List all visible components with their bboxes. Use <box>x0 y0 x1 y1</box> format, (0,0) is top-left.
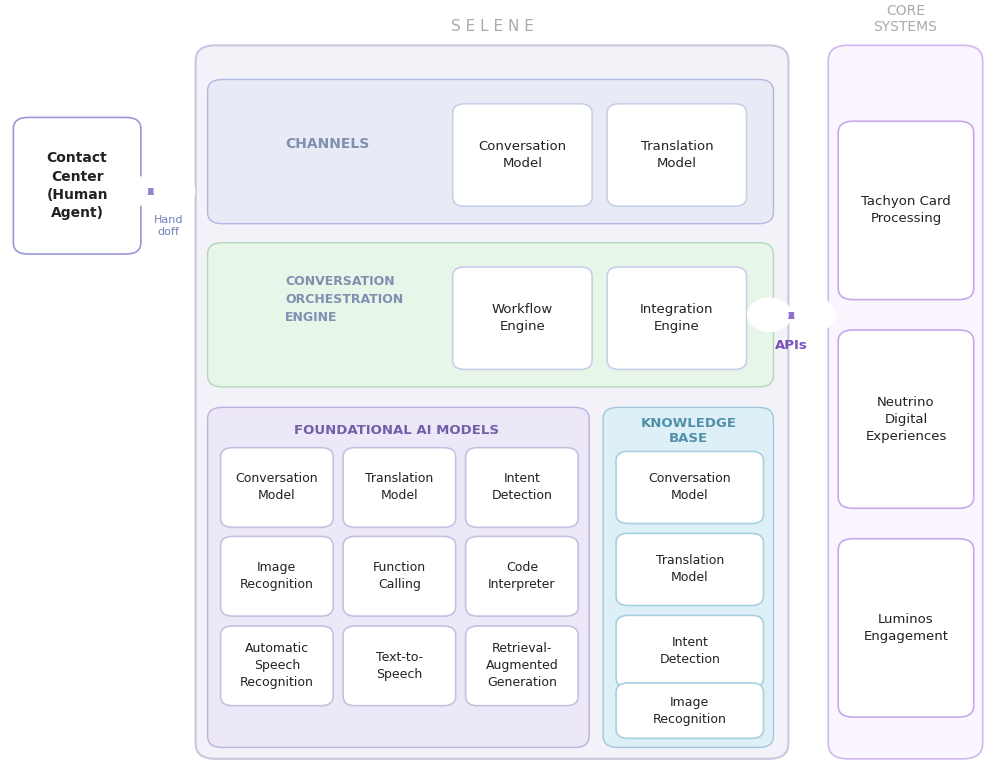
FancyBboxPatch shape <box>196 45 788 759</box>
FancyBboxPatch shape <box>466 448 578 527</box>
Text: Image
Recognition: Image Recognition <box>240 561 314 591</box>
FancyBboxPatch shape <box>616 683 763 738</box>
FancyBboxPatch shape <box>838 330 974 508</box>
Text: Hand
doff: Hand doff <box>154 215 184 237</box>
FancyBboxPatch shape <box>607 104 746 206</box>
Circle shape <box>154 177 192 205</box>
Text: Function
Calling: Function Calling <box>373 561 426 591</box>
FancyBboxPatch shape <box>208 243 773 387</box>
Text: Contact
Center
(Human
Agent): Contact Center (Human Agent) <box>46 151 108 220</box>
Text: Image
Recognition: Image Recognition <box>652 695 726 726</box>
Text: Workflow
Engine: Workflow Engine <box>492 303 553 334</box>
Text: Intent
Detection: Intent Detection <box>659 637 720 666</box>
FancyBboxPatch shape <box>453 104 592 206</box>
Circle shape <box>751 301 788 329</box>
FancyBboxPatch shape <box>221 448 333 527</box>
Text: CONVERSATION
ORCHESTRATION
ENGINE: CONVERSATION ORCHESTRATION ENGINE <box>286 275 404 324</box>
Text: Luminos
Engagement: Luminos Engagement <box>863 613 948 643</box>
FancyBboxPatch shape <box>607 267 746 370</box>
Text: Automatic
Speech
Recognition: Automatic Speech Recognition <box>240 642 314 689</box>
Text: S E L E N E: S E L E N E <box>451 19 533 34</box>
FancyBboxPatch shape <box>466 626 578 705</box>
Circle shape <box>791 298 835 331</box>
FancyBboxPatch shape <box>208 407 589 748</box>
Text: Translation
Model: Translation Model <box>655 554 724 584</box>
FancyBboxPatch shape <box>838 121 974 300</box>
FancyBboxPatch shape <box>208 80 773 224</box>
Text: Retrieval-
Augmented
Generation: Retrieval- Augmented Generation <box>486 642 558 689</box>
Text: Code
Interpreter: Code Interpreter <box>489 561 555 591</box>
Text: APIs: APIs <box>775 339 808 352</box>
Text: FOUNDATIONAL AI MODELS: FOUNDATIONAL AI MODELS <box>295 424 500 438</box>
FancyBboxPatch shape <box>616 615 763 687</box>
FancyBboxPatch shape <box>343 448 456 527</box>
FancyBboxPatch shape <box>221 536 333 616</box>
Text: Tachyon Card
Processing: Tachyon Card Processing <box>861 196 951 226</box>
Text: Conversation
Model: Conversation Model <box>236 472 318 503</box>
FancyBboxPatch shape <box>616 533 763 605</box>
FancyBboxPatch shape <box>221 626 333 705</box>
Text: KNOWLEDGE
BASE: KNOWLEDGE BASE <box>640 417 737 445</box>
FancyBboxPatch shape <box>13 117 141 254</box>
FancyBboxPatch shape <box>466 536 578 616</box>
Circle shape <box>110 177 148 205</box>
Circle shape <box>107 175 151 207</box>
Circle shape <box>151 175 195 207</box>
FancyBboxPatch shape <box>838 539 974 717</box>
Text: Intent
Detection: Intent Detection <box>492 472 552 503</box>
Circle shape <box>794 301 832 329</box>
FancyBboxPatch shape <box>603 407 773 748</box>
FancyBboxPatch shape <box>453 267 592 370</box>
Text: Conversation
Model: Conversation Model <box>648 472 731 503</box>
Text: Integration
Engine: Integration Engine <box>640 303 713 334</box>
FancyBboxPatch shape <box>343 626 456 705</box>
Text: Neutrino
Digital
Experiences: Neutrino Digital Experiences <box>865 395 947 442</box>
FancyBboxPatch shape <box>616 452 763 524</box>
Circle shape <box>747 298 791 331</box>
Text: Translation
Model: Translation Model <box>366 472 434 503</box>
Text: CHANNELS: CHANNELS <box>286 137 370 151</box>
FancyBboxPatch shape <box>343 536 456 616</box>
Text: CORE
SYSTEMS: CORE SYSTEMS <box>873 4 937 34</box>
Text: Conversation
Model: Conversation Model <box>479 140 566 170</box>
Text: Text-to-
Speech: Text-to- Speech <box>376 651 423 681</box>
Text: Translation
Model: Translation Model <box>640 140 713 170</box>
FancyBboxPatch shape <box>828 45 983 759</box>
